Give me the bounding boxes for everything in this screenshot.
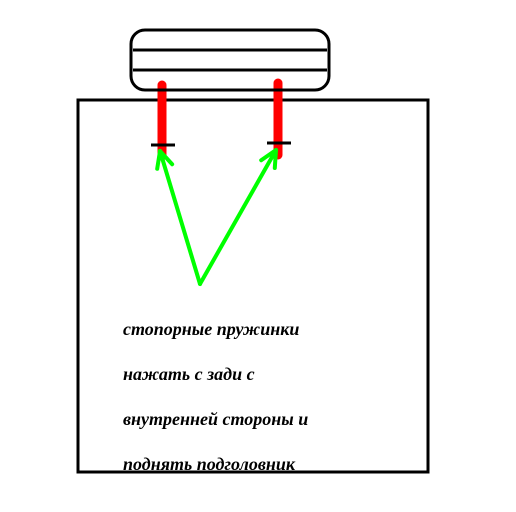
caption-line-2: нажать с зади с	[123, 364, 255, 384]
instruction-caption: стопорные пружинки нажать с зади с внутр…	[114, 295, 308, 475]
arrow-left-head-b	[157, 151, 160, 169]
caption-line-3: внутренней стороны и	[123, 409, 308, 429]
caption-line-4: поднять подголовник	[123, 454, 295, 474]
arrow-left-shaft	[160, 151, 200, 284]
caption-line-1: стопорные пружинки	[123, 319, 299, 339]
arrow-right-shaft	[200, 150, 276, 284]
